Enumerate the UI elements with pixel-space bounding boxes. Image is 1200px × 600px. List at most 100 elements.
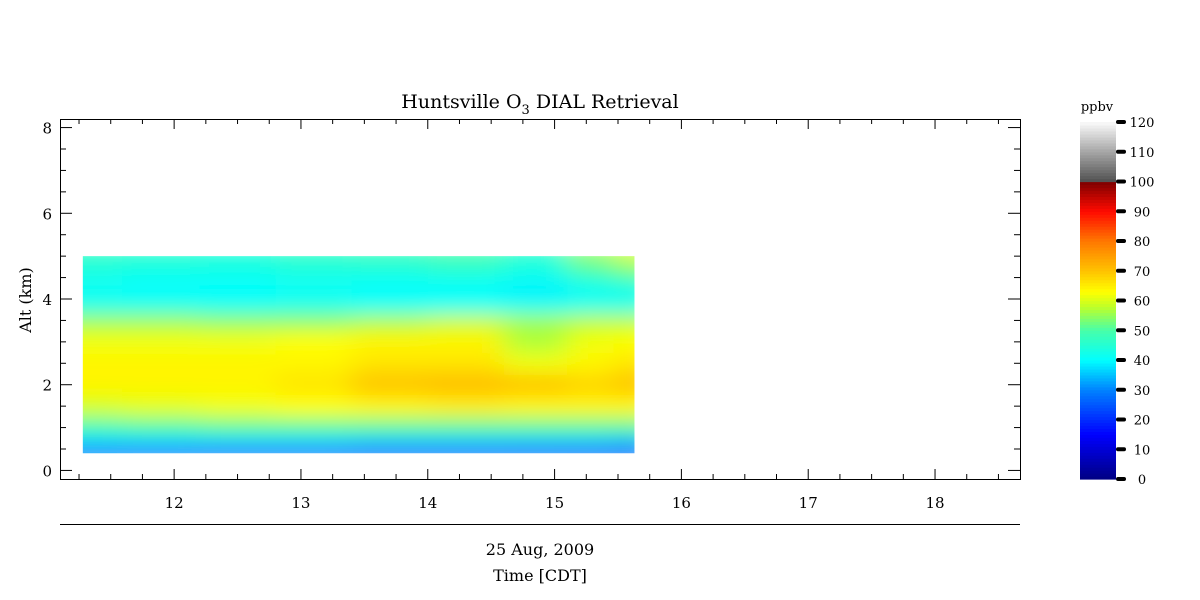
colorbar-segment [1080, 172, 1116, 177]
heatmap-cell [199, 331, 277, 354]
heatmap-cell [503, 374, 568, 396]
colorbar-segment [1080, 404, 1116, 409]
heatmap-cell [567, 374, 615, 396]
colorbar-segment [1080, 345, 1116, 349]
colorbar-segment [1080, 202, 1116, 206]
y-tick-label: 2 [42, 377, 52, 395]
colorbar-segment [1080, 434, 1116, 438]
x-tick-label: 13 [291, 494, 310, 512]
colorbar-segment [1080, 473, 1116, 477]
colorbar-segment [1080, 458, 1116, 462]
heatmap-cell [82, 374, 123, 396]
heatmap-cell [199, 299, 277, 315]
heatmap-cell [122, 374, 200, 396]
colorbar-segment [1080, 377, 1116, 382]
colorbar-segment [1080, 142, 1116, 147]
colorbar-segment [1080, 264, 1116, 269]
heatmap-cell [613, 446, 635, 454]
heatmap-cell [351, 416, 429, 435]
heatmap [82, 256, 635, 454]
colorbar-segment [1080, 169, 1116, 174]
colorbar-tick [1116, 149, 1126, 154]
heatmap-cell [567, 352, 615, 375]
heatmap-cell [351, 434, 429, 448]
colorbar-segment [1080, 401, 1116, 406]
heatmap-cell [122, 446, 200, 454]
heatmap-cell [82, 264, 123, 283]
colorbar-segment [1080, 154, 1116, 159]
colorbar-segment [1080, 318, 1116, 322]
heatmap-cell [427, 352, 505, 375]
heatmap-cell [199, 446, 277, 454]
colorbar-segment [1080, 371, 1116, 376]
heatmap-cell [275, 299, 353, 315]
colorbar-segment [1080, 232, 1116, 236]
colorbar-segment [1080, 312, 1116, 316]
y-axis-label: Alt (km) [16, 267, 35, 334]
heatmap-cell [503, 352, 568, 375]
colorbar-tick-label: 90 [1134, 205, 1151, 220]
colorbar-tick-label: 100 [1130, 176, 1155, 191]
colorbar-segment [1080, 208, 1116, 212]
colorbar-segment [1080, 267, 1116, 272]
colorbar-segment [1080, 303, 1116, 308]
colorbar-segment [1080, 124, 1116, 129]
heatmap-cell [199, 256, 277, 266]
heatmap-cell [199, 395, 277, 418]
x-tick-label: 12 [165, 494, 184, 512]
colorbar-tick [1116, 298, 1126, 303]
colorbar-tick [1116, 268, 1126, 273]
colorbar-segment [1080, 315, 1116, 319]
colorbar-segment [1080, 395, 1116, 400]
colorbar-segment [1080, 243, 1116, 248]
heatmap-cell [613, 416, 635, 435]
colorbar-segment [1080, 324, 1116, 328]
heatmap-cell [351, 352, 429, 375]
heatmap-cell [613, 352, 635, 375]
heatmap-cell [122, 416, 200, 435]
heatmap-cell [567, 434, 615, 448]
colorbar-segment [1080, 145, 1116, 150]
heatmap-cell [82, 299, 123, 315]
colorbar-segment [1080, 184, 1116, 189]
heatmap-cell [427, 314, 505, 332]
colorbar-segment [1080, 133, 1116, 138]
heatmap-cell [427, 299, 505, 315]
heatmap-cell [275, 434, 353, 448]
heatmap-cell [351, 314, 429, 332]
colorbar-tick [1116, 328, 1126, 333]
colorbar-segment [1080, 398, 1116, 403]
x-axis-date: 25 Aug, 2009 [486, 540, 594, 559]
heatmap-cell [503, 434, 568, 448]
colorbar-segment [1080, 380, 1116, 385]
heatmap-cell [503, 446, 568, 454]
heatmap-cell [199, 264, 277, 283]
heatmap-cell [567, 281, 615, 300]
colorbar-segment [1080, 122, 1116, 126]
heatmap-cell [503, 256, 568, 266]
heatmap-cell [351, 331, 429, 354]
colorbar-segment [1080, 422, 1116, 427]
colorbar-tick [1116, 179, 1126, 184]
x-axis-label: Time [CDT] [493, 566, 587, 585]
heatmap-cell [199, 314, 277, 332]
heatmap-cell [122, 299, 200, 315]
colorbar-segment [1080, 428, 1116, 432]
colorbar-segment [1080, 383, 1116, 388]
colorbar-segment [1080, 157, 1116, 162]
heatmap-cell [613, 264, 635, 283]
colorbar-segment [1080, 273, 1116, 278]
heatmap-cell [199, 352, 277, 375]
heatmap-cell [427, 416, 505, 435]
heatmap-cell [351, 256, 429, 266]
heatmap-cell [122, 281, 200, 300]
heatmap-cell [351, 395, 429, 418]
colorbar-segment [1080, 306, 1116, 311]
heatmap-cell [613, 434, 635, 448]
colorbar-tick-label: 120 [1130, 116, 1155, 131]
colorbar-segment [1080, 160, 1116, 165]
colorbar-segment [1080, 461, 1116, 465]
colorbar-segment [1080, 297, 1116, 302]
colorbar-tick-label: 20 [1134, 414, 1151, 429]
